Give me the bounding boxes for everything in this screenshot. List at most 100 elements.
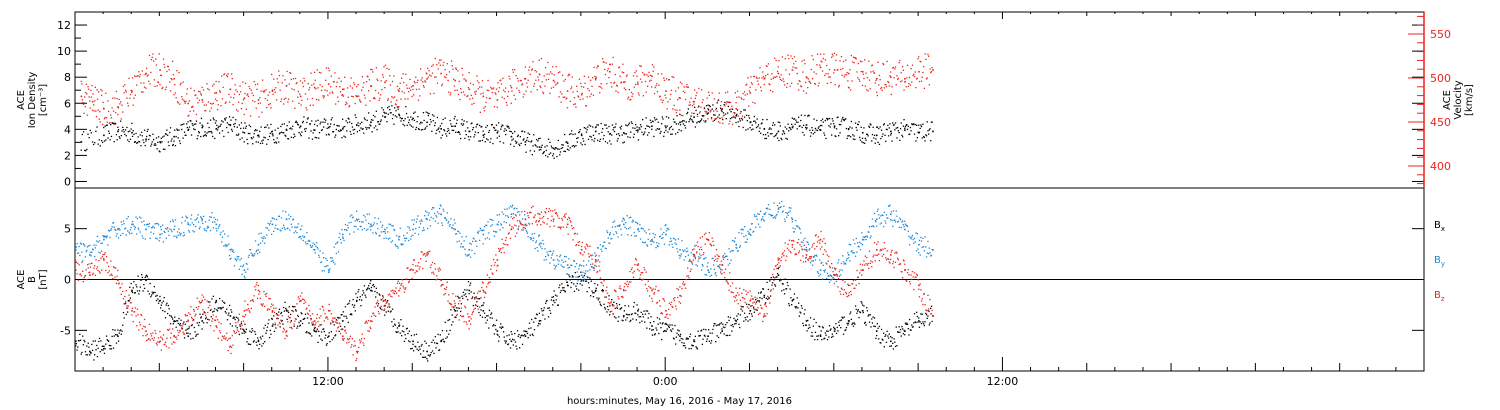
density-series-point xyxy=(398,113,400,116)
velocity-series-point xyxy=(904,78,906,80)
bx-series-point xyxy=(187,335,190,338)
density-series-point xyxy=(440,128,442,130)
bx-series-point xyxy=(131,289,133,292)
by-series-point xyxy=(805,249,808,251)
legend-entry: By xyxy=(1434,255,1445,268)
density-series-point xyxy=(580,134,583,137)
density-series-point xyxy=(426,121,428,124)
velocity-series-point xyxy=(875,78,878,80)
density-series-point xyxy=(566,142,569,144)
bottom-left-ylabel: ACE B [nT] xyxy=(16,269,49,289)
bz-series-point xyxy=(145,330,147,332)
bz-series-point xyxy=(847,294,850,297)
density-series-point xyxy=(637,129,639,131)
bx-series-point xyxy=(819,335,822,338)
bz-series-point xyxy=(580,249,583,251)
bz-series-point xyxy=(566,223,569,226)
density-series-point xyxy=(173,135,175,138)
by-series-point xyxy=(552,259,555,261)
density-series-point xyxy=(552,147,555,150)
y-tick-label: 500 xyxy=(1430,72,1451,85)
velocity-series-point xyxy=(693,100,695,103)
bz-series-point xyxy=(833,274,836,277)
velocity-series-point xyxy=(833,69,836,71)
bz-series-point xyxy=(665,310,667,312)
velocity-series-point xyxy=(566,90,569,92)
y-tick-label: 400 xyxy=(1430,160,1451,173)
bx-series-point xyxy=(524,335,527,338)
by-series-point xyxy=(932,249,934,251)
bz-series-point xyxy=(159,340,161,343)
density-series-point xyxy=(257,134,260,137)
density-series-point xyxy=(875,134,878,137)
density-series-point xyxy=(777,130,780,133)
density-series-point xyxy=(904,129,906,131)
by-series-point xyxy=(777,208,780,210)
bx-series-point xyxy=(370,289,372,292)
bx-series-point xyxy=(777,274,780,277)
y-tick-label: 8 xyxy=(64,71,71,84)
bz-series-point xyxy=(398,289,400,292)
bx-series-point xyxy=(496,330,499,332)
density-series-point xyxy=(651,125,653,128)
by-series-point xyxy=(791,218,794,221)
legend-entry: Bx xyxy=(1434,220,1445,233)
velocity-series-point xyxy=(665,90,667,92)
bz-series-point xyxy=(890,254,892,256)
bx-series-point xyxy=(665,330,667,332)
density-series-point xyxy=(890,130,892,133)
velocity-series-point xyxy=(918,70,920,73)
by-series-point xyxy=(651,238,653,241)
density-series-point xyxy=(679,121,681,124)
bx-series-point xyxy=(904,330,906,332)
velocity-series-point xyxy=(763,78,766,80)
density-series-point xyxy=(932,130,934,133)
density-series-point xyxy=(412,117,414,120)
y-tick-label: 450 xyxy=(1430,116,1451,129)
bx-series-point xyxy=(482,310,485,312)
y-tick-label: 5 xyxy=(64,223,71,236)
bz-series-point xyxy=(341,335,344,338)
ylabel-line: ACE xyxy=(16,270,27,290)
bz-series-point xyxy=(173,335,175,338)
top-right-ylabel: ACE Velocity [km/s] xyxy=(1442,80,1475,119)
bz-series-point xyxy=(285,330,288,332)
density-series-point xyxy=(159,141,161,143)
by-series-point xyxy=(271,223,274,226)
x-tick-label: 12:00 xyxy=(312,375,344,388)
bz-series-point xyxy=(524,218,527,221)
bz-series-point xyxy=(693,254,695,256)
by-series-point xyxy=(159,233,161,236)
by-series-point xyxy=(313,249,316,251)
by-series-point xyxy=(566,264,569,266)
velocity-series-point xyxy=(173,78,175,80)
velocity-series-point xyxy=(524,78,527,80)
velocity-series-point xyxy=(327,83,330,85)
velocity-series-point xyxy=(91,100,94,103)
by-series-point xyxy=(243,269,246,271)
bz-series-point xyxy=(918,284,920,287)
velocity-series-point xyxy=(721,107,723,110)
bx-series-point xyxy=(229,315,232,317)
density-series-point xyxy=(665,126,667,129)
density-series-point xyxy=(131,131,133,134)
density-series-point xyxy=(538,146,541,148)
bx-series-point xyxy=(173,320,175,322)
bz-series-point xyxy=(721,264,723,266)
bz-series-point xyxy=(426,254,428,256)
velocity-series-point xyxy=(313,86,316,89)
bx-series-point xyxy=(454,310,457,312)
bz-series-point xyxy=(791,243,794,246)
bx-series-point xyxy=(257,340,260,343)
velocity-series-point xyxy=(552,79,555,82)
density-series-point xyxy=(285,129,288,131)
bx-series-point xyxy=(356,299,358,302)
density-series-point xyxy=(791,126,794,129)
bz-series-point xyxy=(440,279,442,282)
bz-series-point xyxy=(257,289,260,292)
density-series-point xyxy=(80,141,83,143)
by-series-point xyxy=(580,274,583,277)
bx-series-point xyxy=(805,320,808,322)
ylabel-line: [nT] xyxy=(38,269,49,289)
velocity-series-point xyxy=(637,83,639,85)
